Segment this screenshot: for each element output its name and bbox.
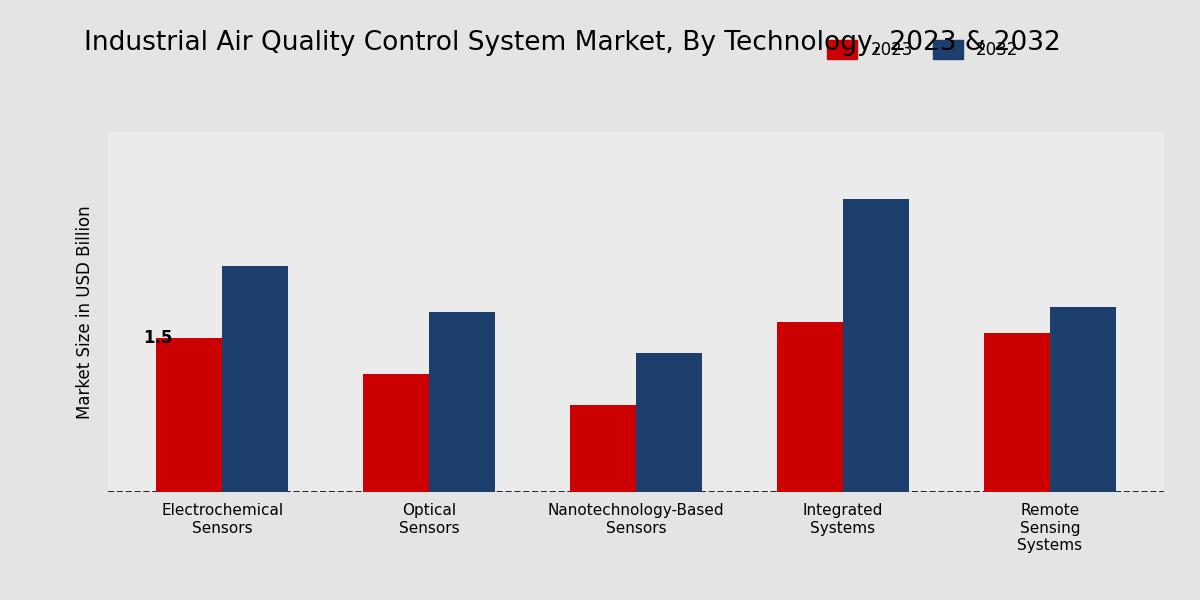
Bar <box>1050 307 1116 492</box>
Text: 1.5: 1.5 <box>144 329 173 347</box>
Bar <box>776 322 842 492</box>
Legend: 2023, 2032: 2023, 2032 <box>827 40 1019 59</box>
Bar <box>156 338 222 492</box>
Bar <box>362 374 430 492</box>
Bar <box>430 312 496 492</box>
Bar <box>984 332 1050 492</box>
Bar <box>842 199 910 492</box>
Bar <box>570 404 636 492</box>
Text: Industrial Air Quality Control System Market, By Technology, 2023 & 2032: Industrial Air Quality Control System Ma… <box>84 30 1061 56</box>
Bar <box>636 353 702 492</box>
Bar <box>222 266 288 492</box>
Y-axis label: Market Size in USD Billion: Market Size in USD Billion <box>76 205 94 419</box>
